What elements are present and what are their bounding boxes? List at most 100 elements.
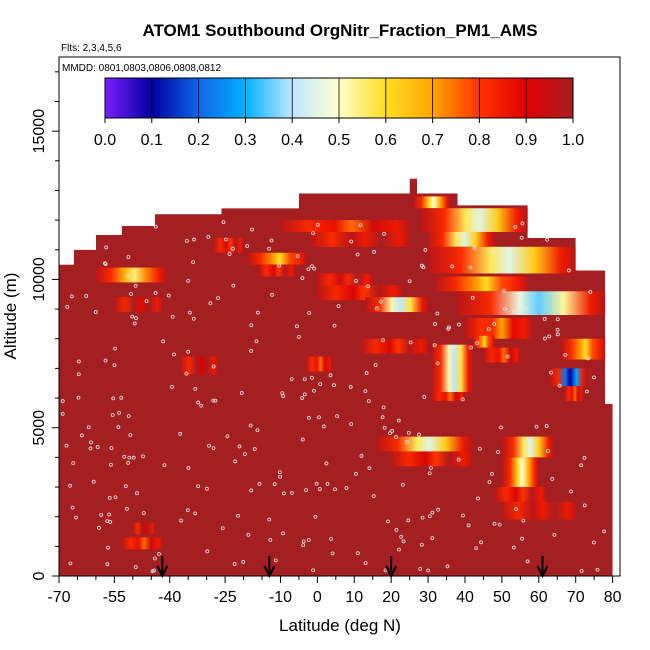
- sample-point: [179, 518, 183, 523]
- sample-point: [512, 309, 516, 314]
- heatmap-cell-23: [464, 317, 532, 339]
- sample-point: [419, 263, 424, 268]
- sample-point: [76, 395, 81, 400]
- sample-point: [65, 304, 70, 309]
- sample-point: [456, 457, 461, 462]
- sample-point: [430, 536, 435, 541]
- sample-point: [141, 511, 146, 515]
- sample-point: [373, 363, 378, 367]
- sample-point: [330, 551, 335, 556]
- sample-point: [335, 414, 339, 419]
- sample-point: [586, 356, 590, 361]
- sample-point: [422, 395, 427, 399]
- sample-point: [470, 295, 475, 300]
- sample-point: [113, 495, 118, 500]
- sample-point: [232, 562, 237, 566]
- sample-point: [336, 304, 341, 308]
- sample-point: [589, 256, 594, 261]
- sample-point: [112, 363, 117, 368]
- sample-point: [64, 443, 69, 448]
- sample-point: [312, 388, 316, 393]
- sample-point: [325, 481, 330, 486]
- sample-point: [211, 398, 216, 403]
- sample-point: [428, 466, 433, 470]
- sample-point: [109, 462, 113, 467]
- sample-point: [602, 529, 607, 534]
- heatmap-cell-24: [472, 335, 495, 348]
- sample-point: [281, 531, 285, 536]
- heatmap-cell-16: [391, 451, 473, 467]
- sample-point: [513, 225, 518, 229]
- sample-point: [380, 415, 385, 420]
- sample-point: [401, 539, 406, 544]
- sample-point: [546, 449, 550, 453]
- sample-point: [310, 264, 314, 269]
- sample-point: [153, 224, 158, 229]
- sample-point: [363, 389, 368, 394]
- sample-point: [68, 483, 72, 488]
- sample-point: [519, 235, 524, 240]
- sample-point: [132, 321, 137, 326]
- flights-label: Flts: 2,3,4,5,6: [61, 43, 122, 54]
- sample-point: [344, 486, 349, 490]
- sample-point: [129, 292, 133, 296]
- sample-point: [236, 513, 240, 518]
- heatmap-cell-3: [132, 522, 155, 535]
- sample-point: [359, 454, 364, 458]
- sample-point: [249, 488, 254, 493]
- sample-point: [221, 220, 226, 224]
- sample-point: [207, 443, 211, 448]
- sample-point: [233, 459, 238, 464]
- x-tick-label: -55: [103, 589, 126, 606]
- colorbar: 0.0 0.1 0.2 0.3 0.4 0.5 0.6 0.7 0.8 0.9 1.0: [94, 77, 584, 149]
- dates-label: MMDD: 0801,0803,0806,0808,0812: [62, 63, 221, 74]
- heatmap-cell-29: [549, 368, 587, 387]
- sample-point: [317, 415, 321, 420]
- sample-point: [432, 343, 437, 348]
- sample-point: [433, 322, 437, 326]
- sample-point: [86, 425, 91, 430]
- sample-point: [105, 562, 110, 567]
- heatmap-cell-12: [317, 285, 403, 301]
- sample-point: [487, 480, 492, 485]
- sample-point: [520, 221, 525, 226]
- sample-point: [126, 255, 131, 259]
- sample-point: [371, 494, 376, 499]
- sample-point: [267, 246, 271, 251]
- sample-point: [166, 293, 171, 298]
- sample-point: [105, 519, 110, 524]
- sample-point: [295, 254, 300, 259]
- sample-point: [297, 334, 301, 339]
- sample-point: [407, 279, 412, 284]
- sample-point: [300, 276, 305, 281]
- sample-point: [503, 307, 508, 311]
- sample-point: [333, 487, 337, 492]
- heatmap-cell-33: [494, 487, 547, 502]
- sample-point: [273, 558, 278, 563]
- sample-point: [472, 246, 477, 250]
- sample-point: [76, 359, 81, 364]
- colorbar-tick-label: 0.7: [421, 132, 443, 149]
- sample-point: [468, 265, 473, 270]
- sample-point: [135, 491, 139, 496]
- sample-point: [117, 410, 121, 415]
- sample-point: [245, 244, 250, 248]
- sample-point: [88, 446, 93, 451]
- heatmap-cell-1: [114, 297, 163, 313]
- sample-point: [277, 263, 282, 268]
- sample-point: [514, 507, 519, 512]
- heatmap-cell-30: [564, 386, 584, 402]
- sample-point: [193, 387, 198, 391]
- heatmap-cell-5: [214, 237, 244, 253]
- sample-point: [406, 430, 411, 435]
- sample-point: [157, 552, 161, 556]
- sample-point: [230, 246, 235, 251]
- sample-point: [479, 540, 483, 545]
- sample-point: [555, 327, 560, 332]
- sample-point: [127, 455, 132, 460]
- sample-point: [405, 439, 409, 444]
- x-tick-label: 60: [530, 589, 548, 606]
- sample-point: [126, 273, 130, 278]
- sample-point: [302, 377, 307, 382]
- sample-point: [123, 484, 128, 489]
